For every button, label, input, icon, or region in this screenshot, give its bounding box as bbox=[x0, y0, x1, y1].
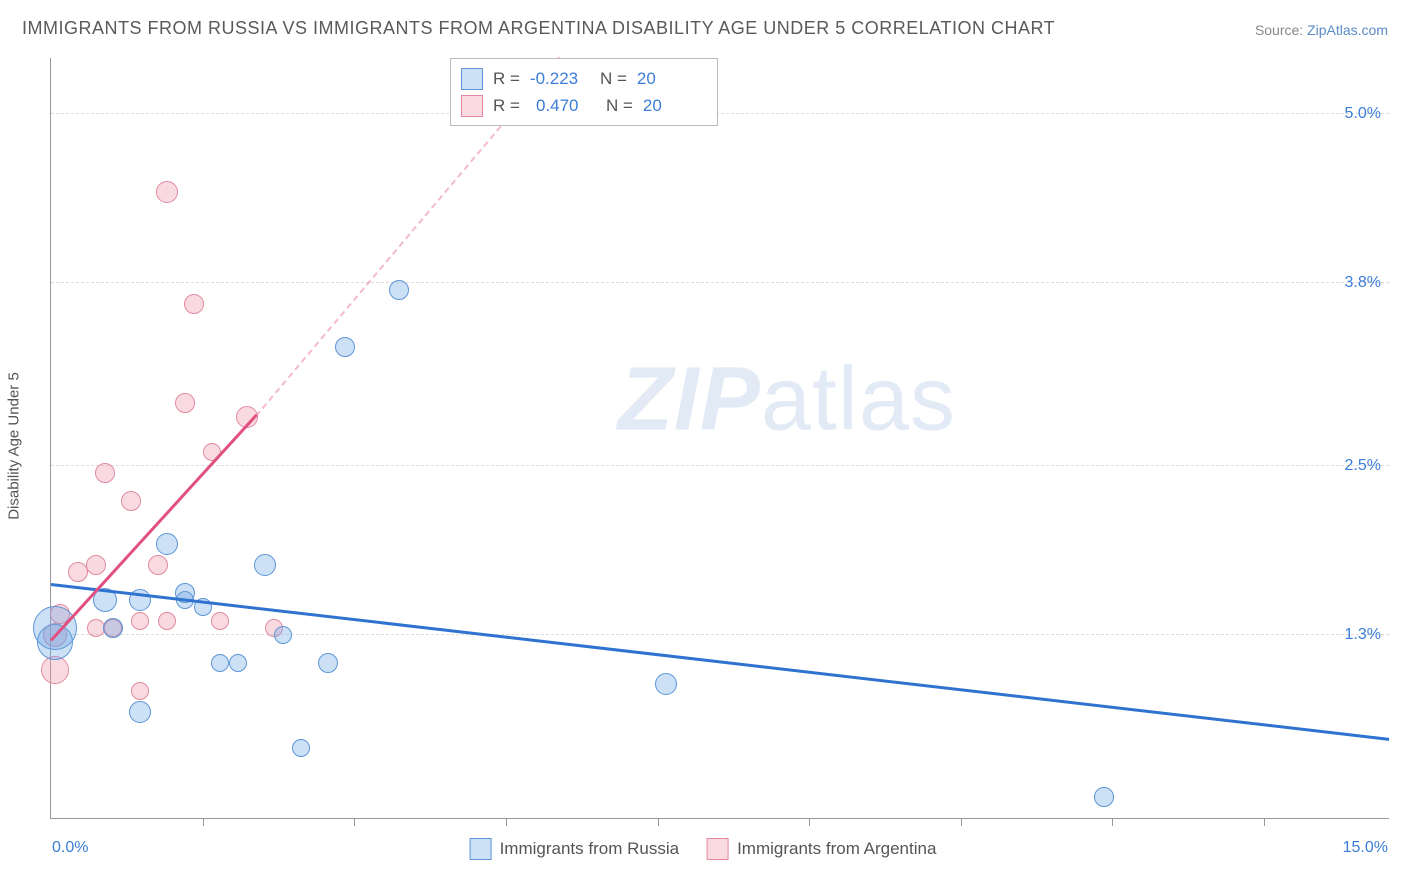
point-russia bbox=[229, 654, 247, 672]
gridline bbox=[51, 113, 1389, 114]
legend-label-russia: Immigrants from Russia bbox=[500, 839, 679, 859]
y-tick-label: 3.8% bbox=[1345, 274, 1381, 292]
point-russia bbox=[156, 533, 178, 555]
correlation-legend: R = -0.223 N = 20 R = 0.470 N = 20 bbox=[450, 58, 718, 126]
point-russia bbox=[129, 701, 151, 723]
point-russia bbox=[655, 673, 677, 695]
x-tick bbox=[1112, 818, 1113, 826]
swatch-argentina bbox=[461, 95, 483, 117]
point-argentina bbox=[211, 612, 229, 630]
point-russia bbox=[318, 653, 338, 673]
y-tick-label: 2.5% bbox=[1345, 457, 1381, 475]
point-argentina bbox=[41, 656, 69, 684]
gridline bbox=[51, 282, 1389, 283]
y-tick-label: 5.0% bbox=[1345, 105, 1381, 123]
series-legend: Immigrants from Russia Immigrants from A… bbox=[470, 838, 937, 860]
n-value-argentina: 20 bbox=[643, 92, 703, 119]
point-argentina bbox=[86, 555, 106, 575]
gridline bbox=[51, 634, 1389, 635]
point-argentina bbox=[131, 612, 149, 630]
x-tick bbox=[506, 818, 507, 826]
r-value-argentina: 0.470 bbox=[530, 92, 596, 119]
point-argentina bbox=[175, 393, 195, 413]
x-tick bbox=[809, 818, 810, 826]
trend-line bbox=[51, 583, 1389, 741]
chart-plot-area: ZIPatlas 1.3% 2.5% 3.8% 5.0% bbox=[50, 58, 1389, 819]
x-tick bbox=[1264, 818, 1265, 826]
n-value-russia: 20 bbox=[637, 65, 697, 92]
x-axis-max-label: 15.0% bbox=[1343, 839, 1388, 857]
legend-row-russia: R = -0.223 N = 20 bbox=[461, 65, 703, 92]
point-russia bbox=[1094, 787, 1114, 807]
chart-source: Source: ZipAtlas.com bbox=[1255, 22, 1388, 38]
point-russia bbox=[274, 626, 292, 644]
gridline bbox=[51, 465, 1389, 466]
point-russia bbox=[292, 739, 310, 757]
source-prefix: Source: bbox=[1255, 22, 1307, 38]
x-tick bbox=[961, 818, 962, 826]
point-argentina bbox=[156, 181, 178, 203]
swatch-argentina-icon bbox=[707, 838, 729, 860]
point-argentina bbox=[131, 682, 149, 700]
point-russia bbox=[33, 606, 77, 650]
y-tick-label: 1.3% bbox=[1345, 626, 1381, 644]
x-tick bbox=[203, 818, 204, 826]
swatch-russia-icon bbox=[470, 838, 492, 860]
x-tick bbox=[354, 818, 355, 826]
point-argentina bbox=[87, 619, 105, 637]
y-axis-title: Disability Age Under 5 bbox=[6, 372, 23, 520]
point-russia bbox=[211, 654, 229, 672]
chart-title: IMMIGRANTS FROM RUSSIA VS IMMIGRANTS FRO… bbox=[22, 18, 1055, 39]
point-argentina bbox=[95, 463, 115, 483]
x-axis-min-label: 0.0% bbox=[52, 839, 88, 857]
swatch-russia bbox=[461, 68, 483, 90]
legend-item-argentina: Immigrants from Argentina bbox=[707, 838, 936, 860]
x-tick bbox=[658, 818, 659, 826]
watermark: ZIPatlas bbox=[618, 349, 956, 452]
point-russia bbox=[103, 618, 123, 638]
source-link[interactable]: ZipAtlas.com bbox=[1307, 22, 1388, 38]
r-value-russia: -0.223 bbox=[530, 65, 590, 92]
point-argentina bbox=[121, 491, 141, 511]
point-russia bbox=[389, 280, 409, 300]
point-russia bbox=[335, 337, 355, 357]
trend-line bbox=[50, 414, 257, 641]
legend-label-argentina: Immigrants from Argentina bbox=[737, 839, 936, 859]
point-argentina bbox=[158, 612, 176, 630]
point-argentina bbox=[148, 555, 168, 575]
legend-row-argentina: R = 0.470 N = 20 bbox=[461, 92, 703, 119]
point-argentina bbox=[184, 294, 204, 314]
point-russia bbox=[254, 554, 276, 576]
legend-item-russia: Immigrants from Russia bbox=[470, 838, 679, 860]
